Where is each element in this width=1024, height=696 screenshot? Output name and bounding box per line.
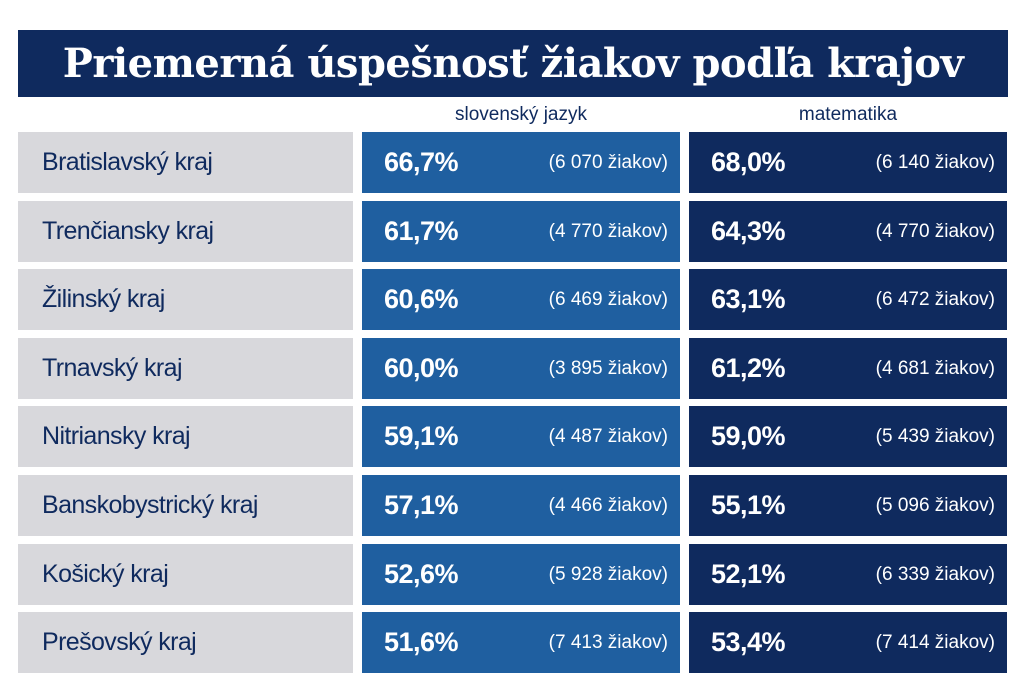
table-row: Nitriansky kraj 59,1% (4 487 žiakov) 59,0% (…	[18, 406, 1008, 467]
slovensky-jazyk-count: (6 070 žiakov)	[548, 151, 668, 173]
slovensky-jazyk-percent: 52,6%	[384, 559, 459, 589]
slovensky-jazyk-percent: 61,7%	[384, 216, 459, 246]
matematika-cell: 68,0% (6 140 žiakov)	[689, 132, 1007, 193]
matematika-count: (5 096 žiakov)	[875, 494, 995, 516]
slovensky-jazyk-cell: 51,6% (7 413 žiakov)	[362, 612, 680, 673]
region-name: Nitriansky kraj	[42, 422, 191, 450]
region-cell: Trenčiansky kraj	[18, 201, 353, 262]
matematika-percent: 52,1%	[711, 559, 786, 589]
column-header-matematika: matematika	[798, 104, 898, 125]
slovensky-jazyk-count: (4 487 žiakov)	[548, 425, 668, 447]
region-name: Trnavský kraj	[42, 354, 183, 382]
slovensky-jazyk-percent: 51,6%	[384, 627, 459, 657]
matematika-cell: 53,4% (7 414 žiakov)	[689, 612, 1007, 673]
region-name: Žilinský kraj	[42, 285, 165, 313]
slovensky-jazyk-cell: 66,7% (6 070 žiakov)	[362, 132, 680, 193]
matematika-cell: 52,1% (6 339 žiakov)	[689, 544, 1007, 605]
slovensky-jazyk-count: (3 895 žiakov)	[548, 357, 668, 379]
matematika-percent: 64,3%	[711, 216, 786, 246]
table-row: Žilinský kraj 60,6% (6 469 žiakov) 63,1% (6 …	[18, 269, 1008, 330]
matematika-count: (4 770 žiakov)	[875, 220, 995, 242]
region-cell: Banskobystrický kraj	[18, 475, 353, 536]
region-name: Bratislavský kraj	[42, 148, 213, 176]
matematika-cell: 64,3% (4 770 žiakov)	[689, 201, 1007, 262]
region-name: Banskobystrický kraj	[42, 491, 258, 519]
region-name: Košický kraj	[42, 560, 169, 588]
slovensky-jazyk-count: (5 928 žiakov)	[548, 563, 668, 585]
region-cell: Bratislavský kraj	[18, 132, 353, 193]
slovensky-jazyk-cell: 61,7% (4 770 žiakov)	[362, 201, 680, 262]
region-cell: Prešovský kraj	[18, 612, 353, 673]
table-row: Prešovský kraj 51,6% (7 413 žiakov) 53,4% (7…	[18, 612, 1008, 673]
chart-title: Priemerná úspešnosť žiakov podľa krajov	[62, 40, 964, 87]
matematika-percent: 53,4%	[711, 627, 786, 657]
slovensky-jazyk-percent: 57,1%	[384, 490, 459, 520]
matematika-percent: 59,0%	[711, 421, 786, 451]
matematika-count: (4 681 žiakov)	[875, 357, 995, 379]
slovensky-jazyk-count: (6 469 žiakov)	[548, 288, 668, 310]
matematika-count: (6 472 žiakov)	[875, 288, 995, 310]
matematika-count: (6 339 žiakov)	[875, 563, 995, 585]
region-cell: Trnavský kraj	[18, 338, 353, 399]
region-cell: Žilinský kraj	[18, 269, 353, 330]
table-row: Bratislavský kraj 66,7% (6 070 žiakov) 68,0…	[18, 132, 1008, 193]
slovensky-jazyk-cell: 57,1% (4 466 žiakov)	[362, 475, 680, 536]
slovensky-jazyk-count: (4 770 žiakov)	[548, 220, 668, 242]
column-header-slovensky-jazyk: slovenský jazyk	[455, 104, 587, 125]
slovensky-jazyk-percent: 60,0%	[384, 353, 459, 383]
slovensky-jazyk-cell: 59,1% (4 487 žiakov)	[362, 406, 680, 467]
slovensky-jazyk-cell: 52,6% (5 928 žiakov)	[362, 544, 680, 605]
slovensky-jazyk-percent: 66,7%	[384, 147, 459, 177]
region-name: Prešovský kraj	[42, 628, 197, 656]
slovensky-jazyk-percent: 60,6%	[384, 284, 459, 314]
table-row: Banskobystrický kraj 57,1% (4 466 žiakov) 5…	[18, 475, 1008, 536]
slovensky-jazyk-percent: 59,1%	[384, 421, 459, 451]
matematika-percent: 55,1%	[711, 490, 786, 520]
matematika-cell: 59,0% (5 439 žiakov)	[689, 406, 1007, 467]
table-row: Košický kraj 52,6% (5 928 žiakov) 52,1% (6 3…	[18, 544, 1008, 605]
slovensky-jazyk-cell: 60,6% (6 469 žiakov)	[362, 269, 680, 330]
region-cell: Nitriansky kraj	[18, 406, 353, 467]
matematika-count: (6 140 žiakov)	[875, 151, 995, 173]
slovensky-jazyk-count: (7 413 žiakov)	[548, 631, 668, 653]
matematika-count: (7 414 žiakov)	[875, 631, 995, 653]
title-banner: Priemerná úspešnosť žiakov podľa krajov	[18, 30, 1008, 97]
matematika-count: (5 439 žiakov)	[875, 425, 995, 447]
slovensky-jazyk-count: (4 466 žiakov)	[548, 494, 668, 516]
table-row: Trnavský kraj 60,0% (3 895 žiakov) 61,2% (4 …	[18, 338, 1008, 399]
region-name: Trenčiansky kraj	[42, 217, 214, 245]
region-cell: Košický kraj	[18, 544, 353, 605]
matematika-percent: 68,0%	[711, 147, 786, 177]
matematika-percent: 63,1%	[711, 284, 786, 314]
table-row: Trenčiansky kraj 61,7% (4 770 žiakov) 64,3%…	[18, 201, 1008, 262]
matematika-cell: 63,1% (6 472 žiakov)	[689, 269, 1007, 330]
matematika-percent: 61,2%	[711, 353, 786, 383]
slovensky-jazyk-cell: 60,0% (3 895 žiakov)	[362, 338, 680, 399]
matematika-cell: 61,2% (4 681 žiakov)	[689, 338, 1007, 399]
matematika-cell: 55,1% (5 096 žiakov)	[689, 475, 1007, 536]
